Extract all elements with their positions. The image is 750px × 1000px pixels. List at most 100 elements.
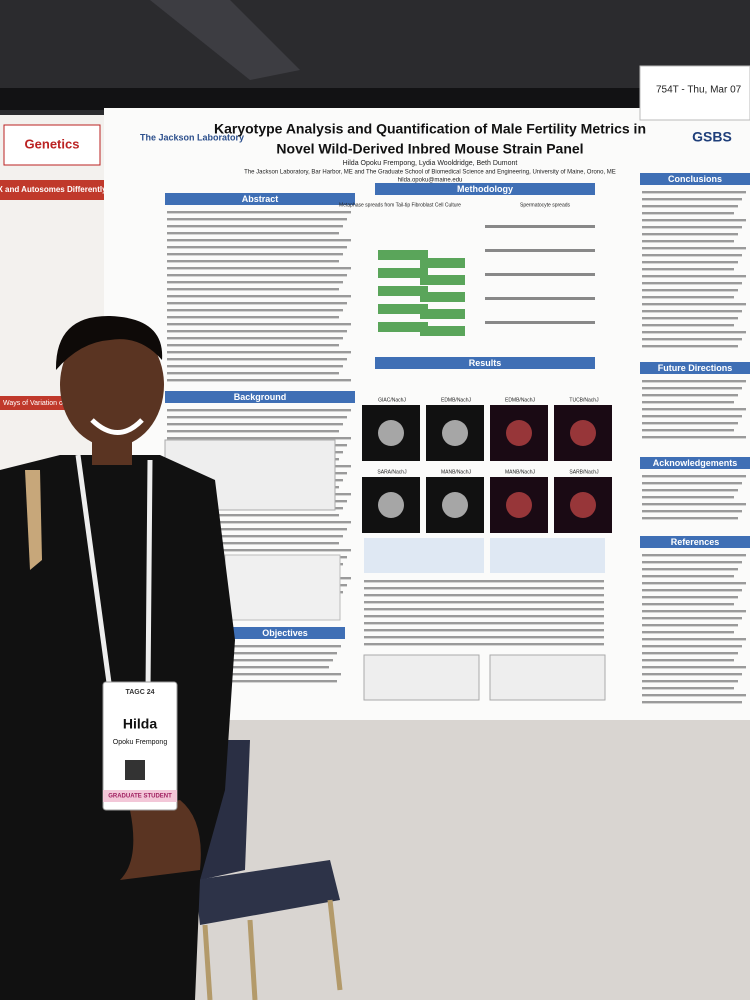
section-bar [640,173,750,185]
side-header-bar [0,180,104,200]
text-line [167,535,343,538]
text-line [167,372,339,375]
flow-box [420,258,465,268]
text-line [642,436,746,439]
text-line [642,582,746,585]
text-line [642,303,746,306]
text-line [364,643,604,646]
text-line [167,225,343,228]
text-line [227,659,333,662]
text-line [642,282,742,285]
micrograph-spot [570,420,596,446]
text-line [642,638,746,641]
session-label: 754T - Thu, Mar 07 [656,85,742,96]
text-line [642,310,742,313]
text-line [167,253,343,256]
text-line [642,561,742,564]
section-bar [640,362,750,374]
flow-text [485,273,595,276]
text-line [167,514,339,517]
text-line [642,380,746,383]
text-line [167,379,351,382]
text-line [642,624,738,627]
text-line [642,324,734,327]
badge-name: Hilda [123,716,157,732]
text-line [642,645,742,648]
text-line [642,701,742,704]
method-left: Metaphase spreads from Tail-tip Fibrobla… [339,202,461,208]
text-line [167,218,347,221]
micrograph-spot [378,420,404,446]
text-line [642,296,734,299]
text-line [642,631,734,634]
text-line [642,345,738,348]
text-line [364,601,604,604]
text-line [642,247,746,250]
text-line [642,422,738,425]
section-title: Future Directions [658,363,733,373]
micrograph-spot [378,492,404,518]
text-line [642,659,734,662]
text-line [167,430,339,433]
side-logo-box [3,124,101,166]
image-label: SARB/NachJ [569,469,599,475]
text-line [642,233,738,236]
section-bar [640,536,750,548]
section-bar [375,357,595,369]
text-line [167,211,351,214]
text-line [642,338,742,341]
text-line [642,289,738,292]
section-bar [165,193,355,205]
text-line [167,351,351,354]
text-line [642,394,738,397]
flow-box [378,304,428,314]
qr-code [125,760,145,780]
flow-box [420,275,465,285]
text-line [167,423,343,426]
text-line [642,191,746,194]
chair-seat [195,860,340,925]
text-line [167,267,351,270]
section-bar [640,457,750,469]
side-section-bar [0,396,70,410]
image-label: MANB/NachJ [441,469,472,475]
text-line [167,337,343,340]
logo-right: GSBS [692,129,732,145]
text-line [642,475,746,478]
text-line [642,219,746,222]
chair-legs [202,899,343,1000]
figure [363,654,480,701]
text-line [167,239,351,242]
text-line [167,302,347,305]
text-line [167,316,339,319]
text-line [642,401,734,404]
text-line [642,275,746,278]
text-line [364,580,604,583]
text-line [642,510,742,513]
text-line [167,542,339,545]
text-line [227,680,337,683]
section-title: Acknowledgements [653,458,738,468]
lanyard [75,454,153,691]
method-right: Spermatocyte spreads [520,202,571,208]
flow-text [485,249,595,252]
text-line [642,496,734,499]
section-title: Background [234,392,287,402]
section-bar [375,183,595,195]
text-line [642,673,742,676]
text-line [167,288,339,291]
flow-box [378,322,428,332]
results-table [490,538,605,573]
text-line [227,645,341,648]
flow-box [420,292,465,302]
text-line [642,503,746,506]
affiliation: The Jackson Laboratory, Bar Harbor, ME a… [244,170,616,176]
text-line [364,636,604,639]
text-line [642,666,746,669]
section-title: References [671,537,720,547]
text-line [364,608,604,611]
text-line [167,309,343,312]
text-line [642,610,746,613]
